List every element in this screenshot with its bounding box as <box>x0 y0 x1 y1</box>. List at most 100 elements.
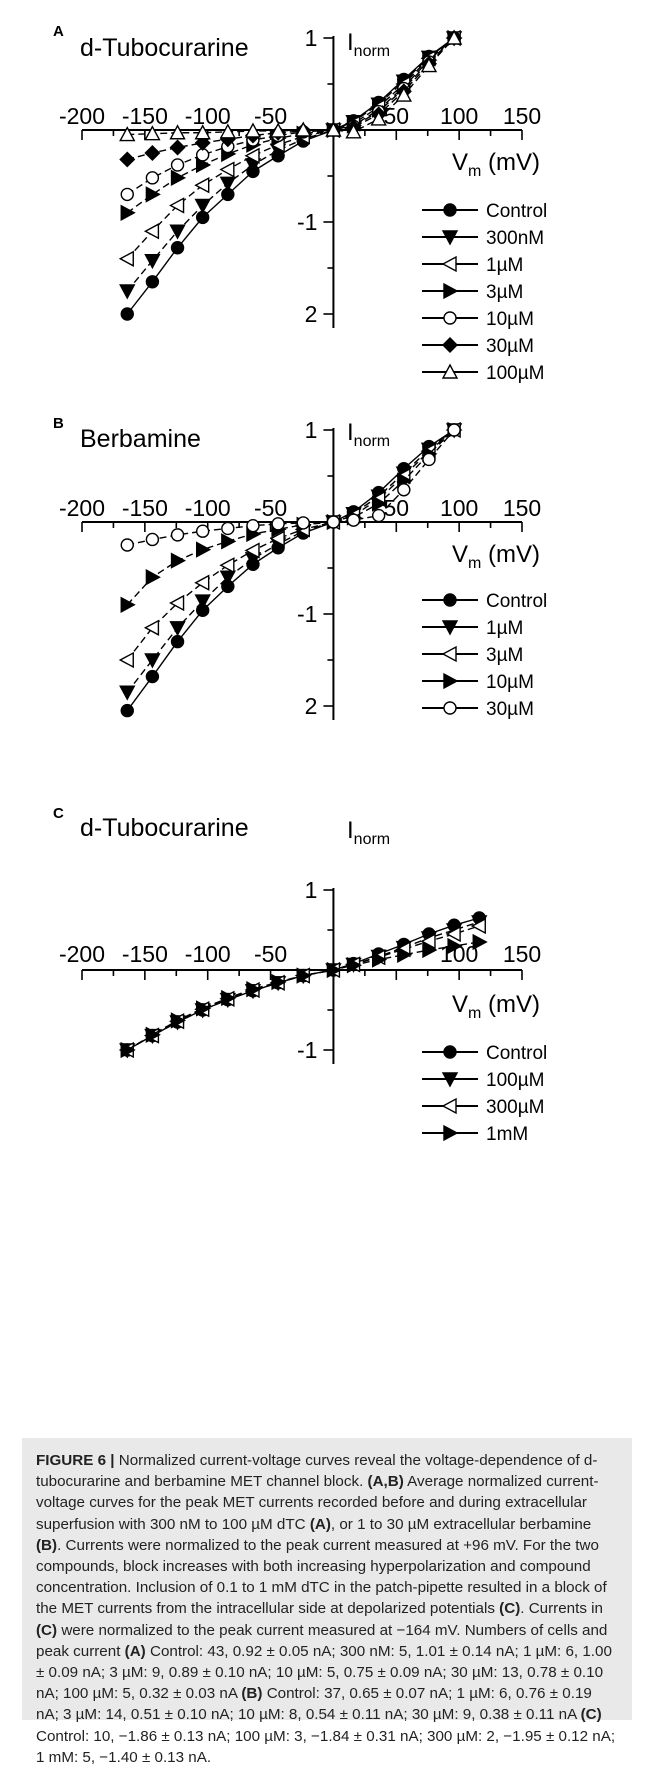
caption-panel-ref: (A) <box>309 1515 331 1533</box>
y-axis-label-sub: norm <box>354 43 390 60</box>
data-point <box>119 126 136 142</box>
series-4 <box>120 423 461 552</box>
x-tick-label: 50 <box>383 103 409 129</box>
legend-marker <box>441 620 459 636</box>
x-tick-label: -100 <box>185 103 231 129</box>
data-point <box>470 917 486 935</box>
data-point <box>422 452 436 467</box>
data-point <box>194 177 210 194</box>
x-tick-label: 100 <box>440 495 478 521</box>
data-point <box>169 197 185 214</box>
data-point <box>145 569 161 586</box>
caption-panel-ref: (C) <box>580 1706 602 1724</box>
series-line <box>126 941 480 1051</box>
data-point <box>120 307 134 321</box>
legend-label: 10µM <box>486 672 534 693</box>
data-point <box>119 151 136 168</box>
data-point <box>345 123 362 139</box>
data-point <box>119 685 136 701</box>
series-2 <box>118 421 461 669</box>
data-point <box>397 946 413 963</box>
y-tick-label: -1 <box>297 209 317 235</box>
caption-panel-ref: (B) <box>241 1685 263 1703</box>
legend-marker <box>443 203 457 217</box>
data-point <box>144 253 161 270</box>
data-point <box>144 145 161 161</box>
legend-marker <box>443 1124 459 1142</box>
x-axis-label-sub: m <box>468 1005 481 1022</box>
legend-label: 1µM <box>486 255 523 276</box>
legend-marker <box>443 672 459 690</box>
x-tick-label: -150 <box>122 941 168 967</box>
data-point <box>169 621 186 637</box>
caption-segment: Normalized current-voltage curves reveal… <box>36 1452 598 1491</box>
data-point <box>269 122 287 138</box>
data-point <box>170 634 185 649</box>
legend-label: 100µM <box>486 1070 544 1091</box>
data-point <box>118 651 134 669</box>
series-line <box>126 37 455 214</box>
legend-label: 300µM <box>486 1097 544 1118</box>
y-axis-label-sub: norm <box>354 831 390 848</box>
x-tick-label: -100 <box>185 941 231 967</box>
x-tick-label: -50 <box>254 941 287 967</box>
panel-letter: C <box>53 805 64 822</box>
legend-marker <box>443 311 457 325</box>
legend-marker <box>441 1072 459 1088</box>
y-tick-label: 1 <box>305 417 318 443</box>
chart-panel-b: B Berbamine -200 -150 -100 -50 50 100 150 1 -1 2 Ino… <box>53 415 547 720</box>
y-axis-label-main: I <box>347 29 354 56</box>
caption-panel-ref: (C) <box>36 1621 58 1639</box>
legend-label: 30µM <box>486 336 534 357</box>
data-point <box>143 619 160 636</box>
x-tick-label: -50 <box>254 495 287 521</box>
data-point <box>145 186 161 203</box>
x-tick-label: 50 <box>383 495 409 521</box>
series-3 <box>120 933 488 1059</box>
x-axis-label-unit: (mV) <box>481 541 540 568</box>
x-axis-label-main: V <box>452 991 468 1018</box>
data-point <box>326 515 341 529</box>
data-point <box>445 925 461 943</box>
data-point <box>221 533 237 550</box>
y-tick-label: -1 <box>297 1037 317 1063</box>
legend-marker <box>442 337 458 353</box>
data-point <box>472 933 488 951</box>
caption-segment: . Currents were normalized to the peak c… <box>36 1536 607 1618</box>
x-tick-label: 150 <box>503 495 541 521</box>
caption-panel-ref: (A,B) <box>367 1473 404 1491</box>
data-point <box>271 973 287 991</box>
panel-letter: A <box>53 23 64 40</box>
data-point <box>194 198 211 214</box>
x-tick-label: -50 <box>254 103 287 129</box>
x-tick-label: 150 <box>503 941 541 967</box>
data-point <box>145 1026 161 1043</box>
legend-marker <box>443 593 457 607</box>
data-point <box>120 703 134 718</box>
data-point <box>145 669 160 684</box>
data-point <box>120 204 136 221</box>
x-axis-label: Vm (mV) <box>452 991 540 1022</box>
data-point <box>296 967 312 984</box>
caption-label: FIGURE 6 | <box>36 1452 115 1469</box>
legend-label: 3µM <box>486 282 523 303</box>
legend-label: Control <box>486 201 547 222</box>
caption-panel-ref: (A) <box>124 1642 146 1660</box>
data-point <box>346 957 363 974</box>
data-point <box>346 513 361 527</box>
data-point <box>169 594 185 612</box>
caption-panel-ref: (C) <box>499 1600 521 1618</box>
legend-marker <box>443 1045 457 1059</box>
data-point <box>195 541 212 558</box>
caption-segment: Average normalized current-voltage curve… <box>36 1473 599 1533</box>
y-tick-label: 2 <box>305 693 318 719</box>
data-point <box>145 171 160 185</box>
y-tick-label: 1 <box>305 25 318 51</box>
data-point <box>169 124 186 140</box>
x-tick-label: -200 <box>59 941 105 967</box>
data-point <box>370 110 387 126</box>
data-point <box>219 161 235 178</box>
caption-text: FIGURE 6 | Normalized current-voltage cu… <box>36 1450 618 1768</box>
chart-panel-c: Cd-Tubocurarine-200 -150 -100 -50 100 1501-1I… <box>53 805 547 1145</box>
data-point <box>244 542 260 559</box>
